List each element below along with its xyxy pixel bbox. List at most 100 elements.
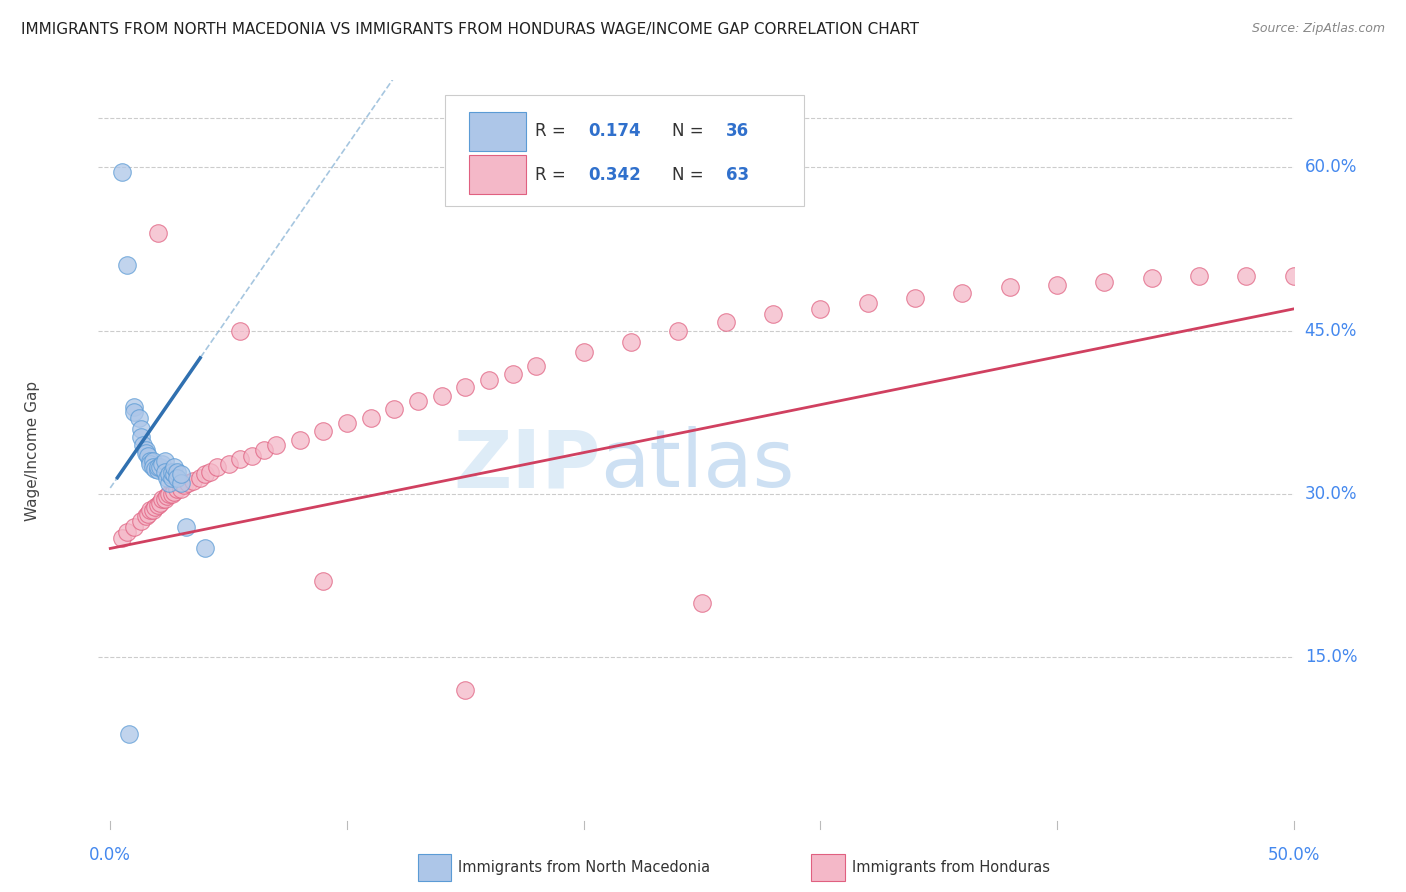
- Point: [253, 443, 276, 458]
- Point: [132, 438, 155, 452]
- Text: Immigrants from Honduras: Immigrants from Honduras: [852, 860, 1050, 875]
- Point: [139, 454, 162, 468]
- Point: [150, 492, 173, 507]
- Point: [160, 465, 183, 479]
- Point: [115, 525, 138, 540]
- Point: [1282, 269, 1305, 284]
- Text: ZIP: ZIP: [453, 426, 600, 504]
- Point: [166, 482, 188, 496]
- Text: 0.174: 0.174: [589, 122, 641, 140]
- Point: [264, 438, 287, 452]
- Point: [143, 462, 166, 476]
- Point: [229, 452, 252, 467]
- Text: R =: R =: [534, 166, 565, 184]
- Point: [129, 430, 152, 444]
- Point: [163, 467, 186, 482]
- Point: [122, 400, 145, 414]
- Point: [762, 307, 785, 321]
- Text: 63: 63: [725, 166, 749, 184]
- Point: [229, 324, 252, 338]
- Point: [620, 334, 643, 349]
- Point: [143, 500, 166, 514]
- Text: Wage/Income Gap: Wage/Income Gap: [25, 380, 41, 521]
- FancyBboxPatch shape: [470, 155, 526, 194]
- Point: [181, 474, 204, 488]
- Point: [166, 465, 188, 479]
- Text: R =: R =: [534, 122, 565, 140]
- Point: [135, 508, 157, 523]
- Point: [572, 345, 595, 359]
- Point: [153, 465, 176, 479]
- Point: [714, 315, 737, 329]
- Point: [163, 484, 186, 499]
- Point: [111, 531, 134, 545]
- Point: [478, 373, 501, 387]
- Point: [198, 465, 221, 479]
- Text: 15.0%: 15.0%: [1305, 648, 1357, 666]
- Point: [194, 541, 217, 556]
- Point: [135, 443, 157, 458]
- Point: [170, 482, 193, 496]
- Text: Source: ZipAtlas.com: Source: ZipAtlas.com: [1251, 22, 1385, 36]
- Point: [288, 433, 311, 447]
- Point: [139, 503, 162, 517]
- Point: [136, 507, 159, 521]
- Point: [146, 226, 169, 240]
- Point: [163, 459, 186, 474]
- Point: [188, 471, 211, 485]
- Point: [406, 394, 429, 409]
- Text: Immigrants from North Macedonia: Immigrants from North Macedonia: [458, 860, 710, 875]
- Point: [218, 457, 240, 471]
- Point: [115, 259, 138, 273]
- Point: [1140, 271, 1163, 285]
- Point: [808, 301, 831, 316]
- Point: [502, 368, 524, 382]
- Point: [135, 445, 157, 459]
- Point: [1092, 275, 1115, 289]
- Text: 60.0%: 60.0%: [1305, 159, 1357, 177]
- Point: [129, 514, 152, 528]
- Point: [666, 324, 689, 338]
- Point: [118, 726, 141, 740]
- Point: [998, 280, 1021, 294]
- Point: [142, 459, 165, 474]
- FancyBboxPatch shape: [446, 95, 804, 206]
- Point: [1234, 269, 1257, 284]
- Point: [360, 410, 382, 425]
- Point: [430, 389, 453, 403]
- Point: [146, 463, 169, 477]
- Point: [904, 291, 927, 305]
- Point: [856, 296, 879, 310]
- Point: [950, 285, 973, 300]
- Point: [111, 165, 134, 179]
- Point: [156, 471, 179, 485]
- Point: [336, 416, 359, 430]
- Point: [240, 449, 263, 463]
- Point: [524, 359, 547, 373]
- Point: [136, 449, 159, 463]
- Text: atlas: atlas: [600, 426, 794, 504]
- Point: [1046, 277, 1069, 292]
- FancyBboxPatch shape: [470, 112, 526, 151]
- Point: [139, 457, 162, 471]
- Text: IMMIGRANTS FROM NORTH MACEDONIA VS IMMIGRANTS FROM HONDURAS WAGE/INCOME GAP CORR: IMMIGRANTS FROM NORTH MACEDONIA VS IMMIG…: [21, 22, 920, 37]
- Point: [157, 476, 180, 491]
- Point: [150, 457, 173, 471]
- Point: [129, 422, 152, 436]
- Point: [146, 459, 169, 474]
- Point: [690, 596, 713, 610]
- Point: [454, 683, 477, 698]
- Point: [312, 574, 335, 588]
- Point: [170, 467, 193, 482]
- Point: [160, 487, 183, 501]
- Text: 36: 36: [725, 122, 749, 140]
- Point: [128, 410, 150, 425]
- Point: [153, 492, 176, 507]
- Point: [122, 405, 145, 419]
- Text: 0.342: 0.342: [589, 166, 641, 184]
- Text: 45.0%: 45.0%: [1305, 322, 1357, 340]
- Point: [177, 476, 200, 491]
- Text: 50.0%: 50.0%: [1267, 846, 1320, 863]
- Point: [146, 498, 169, 512]
- Point: [194, 467, 217, 482]
